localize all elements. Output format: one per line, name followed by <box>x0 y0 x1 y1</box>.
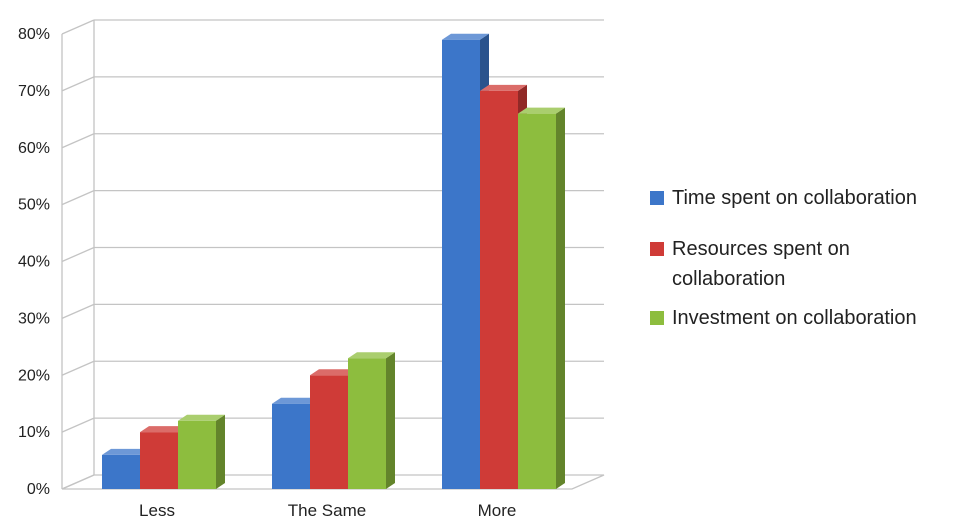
bar <box>480 90 518 489</box>
legend-swatch-investment <box>650 311 664 325</box>
legend-label-investment: Investment on collaboration <box>672 307 917 329</box>
bar-top <box>518 107 565 114</box>
legend-swatch-resources <box>650 242 664 256</box>
side-gridline <box>61 133 95 149</box>
side-gridline <box>61 246 95 263</box>
y-tick-label: 70% <box>18 83 50 100</box>
bar <box>102 454 140 489</box>
side-gridline <box>61 190 95 206</box>
x-category-label: The Same <box>288 501 366 520</box>
legend-swatch-time <box>650 191 664 205</box>
bar-top <box>272 397 319 404</box>
legend-label-time: Time spent on collaboration <box>672 187 917 209</box>
y-tick-label: 60% <box>18 140 50 157</box>
y-tick-label: 30% <box>18 310 50 327</box>
bar-top <box>102 448 149 455</box>
y-tick-label: 0% <box>27 481 50 498</box>
y-tick-label: 50% <box>18 197 50 214</box>
legend-label-resources: Resources spent on collaboration <box>672 238 850 290</box>
side-gridline <box>61 76 95 92</box>
bar <box>140 432 178 489</box>
bar-top <box>140 426 187 433</box>
bar <box>272 403 310 489</box>
y-tick-label: 10% <box>18 424 50 441</box>
bar-top <box>480 84 527 91</box>
legend-item-time: Time spent on collaboration <box>650 183 970 213</box>
y-tick-label: 40% <box>18 254 50 271</box>
bar <box>442 39 480 489</box>
side-gridline <box>61 19 95 35</box>
bar-side <box>216 414 225 489</box>
side-gridline <box>61 417 95 433</box>
bar-side <box>386 352 395 489</box>
chart-floor <box>61 474 605 490</box>
bar-top <box>178 414 225 421</box>
bar-top <box>442 33 489 40</box>
y-tick-label: 20% <box>18 367 50 384</box>
legend-item-resources: Resources spent on collaboration <box>650 234 902 294</box>
y-tick-label: 80% <box>18 26 50 43</box>
bar <box>178 420 216 489</box>
x-category-label: Less <box>139 501 175 520</box>
bar <box>310 375 348 489</box>
x-category-label: More <box>478 501 517 520</box>
side-gridline <box>61 360 95 376</box>
side-gridline <box>61 303 95 319</box>
bar-top <box>348 352 395 359</box>
bar <box>348 358 386 489</box>
bar-side <box>556 107 565 489</box>
bar-top <box>310 369 357 376</box>
legend-item-investment: Investment on collaboration <box>650 303 970 333</box>
bar <box>518 113 556 489</box>
legend: Time spent on collaboration Resources sp… <box>650 183 970 354</box>
